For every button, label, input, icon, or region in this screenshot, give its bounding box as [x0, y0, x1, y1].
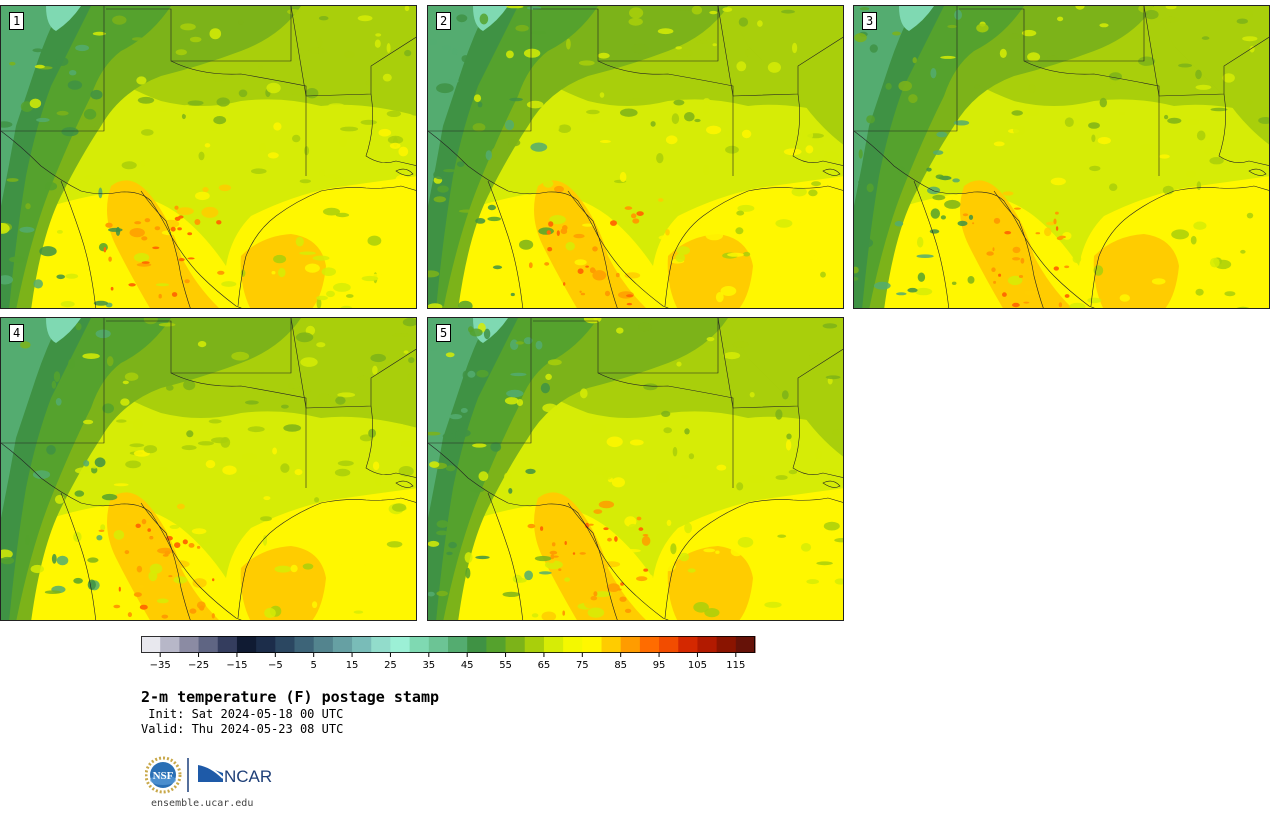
colorbar-swatch: [160, 636, 180, 653]
colorbar-tick-label: 105: [688, 660, 707, 670]
colorbar-swatch: [428, 636, 449, 653]
colorbar-swatch: [275, 636, 295, 653]
colorbar-swatch: [371, 636, 391, 653]
stamp-panel-4: 4: [0, 317, 417, 621]
colorbar-swatch: [735, 636, 756, 653]
colorbar-swatch: [448, 636, 468, 653]
init-time: Init: Sat 2024-05-18 00 UTC: [141, 707, 344, 721]
colorbar-swatch: [236, 636, 257, 653]
temperature-map-5: [428, 318, 843, 620]
site-url: ensemble.ucar.edu: [151, 798, 254, 809]
member-label-1: 1: [9, 12, 25, 30]
colorbar-tick-label: 35: [422, 660, 435, 670]
colorbar-swatch: [524, 636, 545, 653]
colorbar-tick-label: 45: [461, 660, 474, 670]
temperature-map-3: [854, 6, 1269, 308]
colorbar-tick-label: 55: [499, 660, 512, 670]
colorbar-swatch: [716, 636, 737, 653]
ncar-logo-text: NCAR: [224, 767, 272, 786]
colorbar-tick-label: 15: [346, 660, 359, 670]
colorbar-swatch: [390, 636, 411, 653]
member-label-5: 5: [436, 324, 452, 342]
ncar-logo-icon: NCAR: [197, 763, 272, 786]
colorbar-swatch: [256, 636, 276, 653]
logos: NSF NCAR: [144, 756, 275, 796]
nsf-logo-icon: NSF: [144, 756, 182, 794]
colorbar-swatch: [697, 636, 718, 653]
member-label-3: 3: [862, 12, 878, 30]
colorbar-swatch: [486, 636, 507, 653]
colorbar-tick-label: 5: [311, 660, 317, 670]
stamp-panel-5: 5: [427, 317, 844, 621]
temperature-map-2: [428, 6, 843, 308]
colorbar-swatch: [563, 636, 583, 653]
colorbar-swatch: [352, 636, 372, 653]
colorbar-swatch: [217, 636, 238, 653]
colorbar-swatch: [198, 636, 219, 653]
colorbar-swatch: [582, 636, 602, 653]
colorbar-swatch: [141, 636, 161, 653]
colorbar-tick-label: −15: [226, 660, 247, 670]
colorbar-swatch: [294, 636, 315, 653]
colorbar-tick-label: −5: [268, 660, 283, 670]
colorbar-tick-label: 25: [384, 660, 397, 670]
colorbar: −35 −25 −15 −5 5 15 25 35 45 55 65 75 85 95 105 115: [141, 636, 756, 670]
colorbar-swatch: [601, 636, 622, 653]
colorbar-swatch: [179, 636, 200, 653]
colorbar-tick-label: 75: [576, 660, 589, 670]
colorbar-tick-label: 85: [614, 660, 627, 670]
colorbar-swatch: [467, 636, 487, 653]
nsf-ncar-logo: NSF NCAR: [144, 756, 272, 794]
stamp-panel-2: 2: [427, 5, 844, 309]
colorbar-tick-label: −25: [188, 660, 209, 670]
colorbar-swatch: [505, 636, 526, 653]
colorbar-tick-label: −35: [150, 660, 171, 670]
colorbar-tick-label: 65: [538, 660, 551, 670]
member-label-4: 4: [9, 324, 25, 342]
colorbar-swatch: [639, 636, 660, 653]
temperature-map-1: [1, 6, 416, 308]
stamp-panel-1: 1: [0, 5, 417, 309]
colorbar-swatch: [313, 636, 334, 653]
page-title: 2-m temperature (F) postage stamp: [141, 688, 440, 706]
colorbar-tick-label: 95: [653, 660, 666, 670]
member-label-2: 2: [436, 12, 452, 30]
colorbar-swatch: [409, 636, 430, 653]
valid-time: Valid: Thu 2024-05-23 08 UTC: [141, 722, 344, 736]
temperature-map-4: [1, 318, 416, 620]
colorbar-tick-label: 115: [726, 660, 745, 670]
colorbar-swatch: [678, 636, 698, 653]
colorbar-swatch: [543, 636, 564, 653]
colorbar-swatch: [332, 636, 353, 653]
colorbar-swatch: [620, 636, 641, 653]
nsf-logo-text: NSF: [153, 770, 174, 782]
stamp-panel-3: 3: [853, 5, 1270, 309]
colorbar-swatch: [659, 636, 679, 653]
